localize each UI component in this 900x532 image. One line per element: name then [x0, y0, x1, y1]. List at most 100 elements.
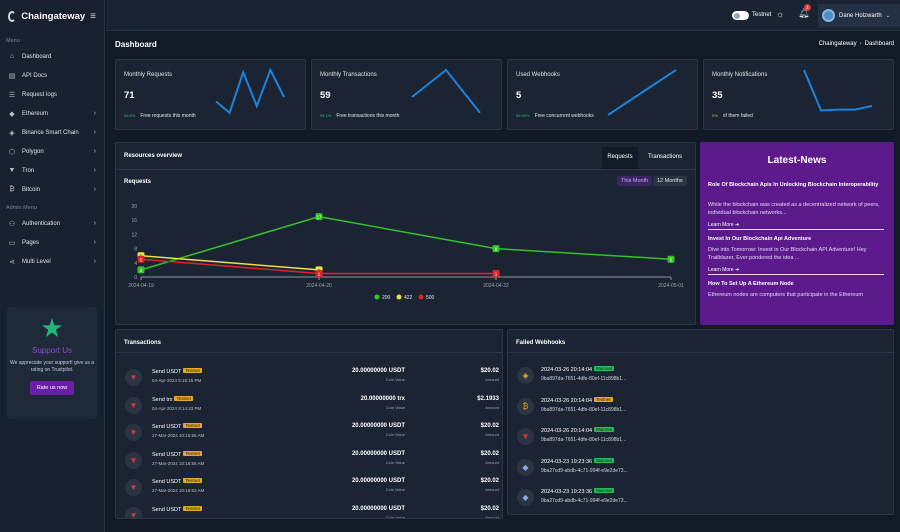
webhook-date: 2024-03-26 20:14:04: [541, 397, 593, 404]
webhook-id: 9ba27cd9-abdb-4c71-994f-e9e2de73...: [541, 498, 628, 504]
usd-amount: $20.02: [480, 505, 499, 512]
range-12-months[interactable]: 12 Months: [653, 176, 687, 186]
coin-value-label: Coin Value: [385, 514, 405, 519]
failed-webhooks-card: Failed Webhooks ◈ 2024-03-26 20:14:04 Mai…: [507, 329, 894, 515]
list-item[interactable]: ₿ 2024-03-26 20:14:04 Testnet 9ba897da-76…: [517, 396, 887, 423]
users-icon: ⚇: [8, 220, 16, 228]
sidebar-item-authentication[interactable]: ⚇ Authentication ›: [0, 214, 104, 233]
breadcrumb-item[interactable]: Chaingateway: [818, 41, 857, 47]
table-row[interactable]: ▼ Send USDT Testnet 04-Apr-2024 9:15:15 P…: [125, 367, 499, 394]
learn-more-link[interactable]: Learn More ➔: [708, 222, 884, 230]
sidebar-item-label: Ethereum: [22, 110, 49, 117]
news-item-title[interactable]: Invest In Our Blockchain Api Adventure: [708, 236, 812, 242]
table-row[interactable]: ▼ Send trx Testnet 04-Apr-2024 9:14:43 PM…: [125, 395, 499, 422]
table-row[interactable]: ▼ Send USDT Testnet 20.00000000 USDT Coin…: [125, 505, 499, 519]
sidebar: Chaingateway ≡ Menu ⌂ Dashboard ▤ API Doc…: [0, 0, 105, 532]
y-tick-label: 0: [134, 275, 137, 281]
news-item-desc: Ethereum nodes are computers that partic…: [708, 292, 864, 298]
stat-sparkline: [607, 69, 677, 116]
news-item-title[interactable]: Role Of Blockchain Apis In Unlocking Blo…: [708, 182, 879, 188]
trustpilot-star-icon: ★: [40, 313, 64, 343]
chevron-right-icon: ›: [93, 258, 96, 265]
chaingateway-logo-icon: [8, 10, 17, 22]
sidebar-item-pages[interactable]: ▭ Pages ›: [0, 233, 104, 252]
tab-requests[interactable]: Requests: [602, 147, 638, 169]
table-row[interactable]: ▼ Send USDT Testnet 27-Mar-2024 10:16:55 …: [125, 450, 499, 477]
stat-title: Used Webhooks: [516, 72, 560, 78]
ethereum-icon: ◆: [517, 458, 534, 476]
sidebar-item-bitcoin[interactable]: ₿ Bitcoin ›: [0, 180, 104, 199]
transaction-name: Send trx: [152, 396, 173, 403]
sidebar-item-dashboard[interactable]: ⌂ Dashboard: [0, 47, 104, 66]
tron-icon: ▼: [125, 451, 142, 469]
stat-foot-text: Free requests this month: [140, 113, 196, 119]
rate-us-button[interactable]: Rate us now: [29, 381, 75, 395]
list-item[interactable]: ◈ 2024-03-26 20:14:04 Mainnet 9ba897da-76…: [517, 365, 887, 392]
sidebar-item-label: Bitcoin: [22, 186, 41, 193]
sidebar-item-tron[interactable]: ▼ Tron ›: [0, 161, 104, 180]
sidebar-item-label: Pages: [22, 239, 40, 246]
tab-transactions[interactable]: Transactions: [647, 154, 683, 160]
coin-amount: 20.00000000 USDT: [351, 450, 405, 457]
notification-count-badge: 3: [804, 4, 811, 11]
failed-webhooks-title: Failed Webhooks: [516, 340, 566, 346]
range-this-month[interactable]: This Month: [617, 176, 653, 186]
amount-label: Amount: [485, 377, 499, 382]
table-row[interactable]: ▼ Send USDT Testnet 27-Mar-2024 10:16:56 …: [125, 422, 499, 449]
list-item[interactable]: ◆ 2024-03-23 19:23:36 Mainnet 9ba27cd9-ab…: [517, 487, 887, 514]
data-point: [492, 269, 500, 277]
chevron-right-icon: ›: [93, 129, 96, 136]
testnet-toggle[interactable]: [732, 11, 749, 20]
ethereum-icon: ◆: [517, 489, 534, 506]
data-point: [315, 269, 323, 277]
testnet-badge: Testnet: [174, 395, 193, 401]
stat-footer: 99.95% Free concurrent webhooks: [516, 113, 594, 119]
stat-footer: 86.8% Free requests this month: [124, 113, 196, 119]
theme-sun-icon[interactable]: ☼: [776, 9, 785, 19]
sidebar-item-ethereum[interactable]: ◆ Ethereum ›: [0, 104, 104, 123]
table-row[interactable]: ▼ Send USDT Testnet 27-Mar-2024 10:16:53 …: [125, 477, 499, 504]
x-tick-label: 2024-04-19: [128, 283, 154, 289]
sidebar-item-binance-smart-chain[interactable]: ◈ Binance Smart Chain ›: [0, 123, 104, 142]
stat-sparkline: [411, 68, 481, 114]
network-badge: Testnet: [594, 396, 613, 402]
coin-amount: 20.00000000 USDT: [351, 505, 405, 512]
arrow-right-icon: ➔: [734, 267, 740, 273]
chevron-down-icon: ⌄: [885, 12, 890, 19]
data-label: 1: [495, 271, 498, 276]
stat-foot-text: Free transactions this month: [336, 113, 400, 119]
coin-value-label: Coin Value: [385, 404, 405, 410]
bitcoin-icon: ₿: [517, 397, 534, 415]
pages-icon: ▭: [8, 239, 16, 247]
list-item[interactable]: ◆ 2024-03-23 19:23:36 Mainnet 9ba27cd9-ab…: [517, 457, 887, 484]
list-icon: ☰: [8, 91, 16, 99]
stat-value: 71: [124, 90, 135, 101]
legend-label: 500: [426, 295, 435, 301]
data-point: [137, 255, 145, 263]
binance-icon: ◈: [517, 367, 534, 384]
notification-bell-icon[interactable]: 🔔︎: [798, 8, 810, 18]
data-point: [492, 245, 500, 253]
transaction-name: Send USDT: [152, 506, 182, 513]
ethereum-icon: ◆: [9, 110, 15, 118]
sidebar-item-multi-level[interactable]: ⋖ Multi Level ›: [0, 252, 104, 271]
sidebar-item-request-logs[interactable]: ☰ Request logs: [0, 85, 104, 104]
news-item-title[interactable]: How To Set Up A Ethereum Node: [708, 281, 794, 287]
learn-more-link[interactable]: Learn More ➔: [708, 267, 884, 275]
chevron-right-icon: ›: [93, 167, 96, 174]
transaction-date: 27-Mar-2024 10:16:56 AM: [152, 433, 205, 438]
usd-amount: $20.02: [480, 478, 499, 484]
data-label: 1: [318, 271, 321, 276]
list-item[interactable]: ▼ 2024-03-26 20:14:04 Mainnet 9ba897da-76…: [517, 426, 887, 453]
tron-icon: ▼: [125, 424, 142, 441]
sidebar-item-api-docs[interactable]: ▤ API Docs: [0, 66, 104, 85]
bitcoin-icon: ₿: [9, 186, 15, 193]
sidebar-item-polygon[interactable]: ⬡ Polygon ›: [0, 142, 104, 161]
user-name: Dane Holzwarth: [839, 12, 882, 19]
hamburger-menu-icon[interactable]: ≡: [90, 10, 96, 22]
user-menu[interactable]: Dane Holzwarth ⌄: [818, 4, 900, 27]
transactions-card: Transactions ▼ Send USDT Testnet 04-Apr-2…: [115, 329, 503, 519]
legend-marker: [418, 294, 424, 300]
brand[interactable]: Chaingateway ≡: [0, 0, 104, 32]
webhook-date: 2024-03-23 19:23:36: [541, 458, 593, 465]
